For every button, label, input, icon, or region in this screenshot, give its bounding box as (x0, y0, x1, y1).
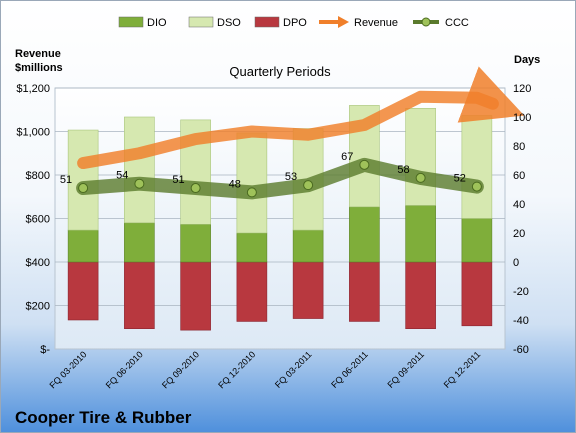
left-axis-ticks: $- $200 $400 $600 $800 $1,000 $1,200 (16, 83, 50, 356)
ccc-point (359, 159, 370, 170)
x-tick-label: FQ 06-2011 (329, 349, 370, 390)
legend-swatch-dpo (254, 16, 280, 28)
dpo-bar (180, 261, 211, 331)
x-tick-label: FQ 03-2010 (48, 349, 89, 390)
legend-marker-ccc (421, 17, 431, 27)
dso-bar (405, 108, 436, 206)
dpo-bar (236, 261, 268, 322)
dso-bar (236, 132, 268, 234)
dpo-bar (405, 261, 436, 329)
left-tick-label: $800 (26, 170, 50, 182)
dpo-bar (461, 261, 493, 327)
ccc-point (303, 180, 314, 191)
x-axis-ticks: FQ 03-2010 FQ 06-2010 FQ 09-2010 FQ 12-2010… (48, 349, 483, 390)
right-tick-label: 80 (513, 141, 525, 153)
dso-bar (461, 115, 493, 219)
left-axis-label-line1: Revenue (15, 48, 61, 60)
right-tick-label: -20 (513, 286, 529, 298)
ccc-data-label: 67 (341, 151, 353, 163)
legend-label-dio: DIO (147, 17, 167, 29)
legend-arrowhead-icon (338, 16, 349, 28)
right-tick-label: 100 (513, 112, 531, 124)
left-tick-label: $400 (26, 257, 50, 269)
x-tick-label: FQ 12-2010 (216, 349, 257, 390)
x-tick-label: FQ 09-2011 (385, 349, 426, 390)
lines-group: 51 54 51 48 53 67 58 52 (60, 66, 525, 200)
legend-label-ccc: CCC (445, 17, 469, 29)
ccc-point (78, 183, 89, 194)
dio-bar (405, 205, 436, 263)
dio-bar (124, 222, 155, 263)
legend-swatch-dso (188, 16, 214, 28)
right-axis-ticks: -60 -40 -20 0 20 40 60 80 100 120 (513, 83, 531, 356)
right-tick-label: 40 (513, 199, 525, 211)
bars-group (67, 105, 493, 331)
ccc-point (134, 178, 145, 189)
ccc-data-label: 54 (116, 170, 128, 182)
ccc-data-label: 58 (397, 164, 409, 176)
right-tick-label: -40 (513, 315, 529, 327)
ccc-data-label: 53 (285, 171, 297, 183)
ccc-data-label: 51 (172, 174, 184, 186)
legend-label-dso: DSO (217, 17, 241, 29)
right-axis-label: Days (514, 54, 540, 66)
revenue-line (77, 66, 525, 170)
right-tick-label: 0 (513, 257, 519, 269)
dpo-bar (349, 261, 380, 322)
x-tick-label: FQ 12-2011 (442, 349, 483, 390)
right-tick-label: 120 (513, 83, 531, 95)
ccc-line (76, 157, 484, 200)
right-tick-label: 20 (513, 228, 525, 240)
dso-bar (67, 129, 99, 231)
dpo-bar (124, 261, 155, 329)
left-tick-label: $1,200 (16, 83, 50, 95)
right-tick-label: -60 (513, 344, 529, 356)
x-tick-label: FQ 09-2010 (160, 349, 201, 390)
dpo-bar (292, 261, 324, 319)
dio-bar (292, 229, 324, 263)
ccc-data-label: 52 (454, 173, 466, 185)
ccc-point (415, 172, 426, 183)
dio-bar (349, 206, 380, 263)
ccc-point (246, 187, 257, 198)
dio-bar (67, 229, 99, 263)
legend-label-dpo: DPO (283, 17, 307, 29)
legend: DIO DSO DPO Revenue CCC (118, 16, 469, 29)
company-name: Cooper Tire & Rubber (15, 408, 192, 427)
left-tick-label: $200 (26, 301, 50, 313)
dpo-bar (67, 261, 99, 321)
left-axis-label-line2: $millions (15, 62, 63, 74)
left-tick-label: $- (40, 344, 50, 356)
legend-label-revenue: Revenue (354, 17, 398, 29)
ccc-data-label: 51 (60, 174, 72, 186)
x-tick-label: FQ 06-2010 (104, 349, 145, 390)
ccc-point (190, 183, 201, 194)
ccc-data-label: 48 (229, 178, 241, 190)
x-tick-label: FQ 03-2011 (273, 349, 314, 390)
left-tick-label: $1,000 (16, 127, 50, 139)
dio-bar (461, 218, 493, 263)
ccc-point (471, 181, 482, 192)
legend-swatch-dio (118, 16, 144, 28)
right-tick-label: 60 (513, 170, 525, 182)
left-tick-label: $600 (26, 214, 50, 226)
dio-bar (180, 224, 211, 263)
chart-title: Quarterly Periods (229, 64, 331, 79)
dio-bar (236, 232, 268, 263)
dso-bar (124, 116, 155, 224)
